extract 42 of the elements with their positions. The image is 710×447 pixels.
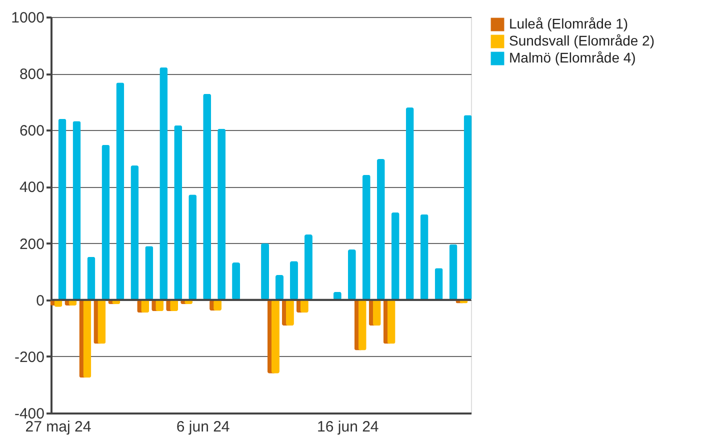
bar <box>376 158 385 300</box>
bar <box>362 174 370 300</box>
bar <box>348 250 356 300</box>
y-tick-label: -200 <box>14 348 44 366</box>
bar <box>102 144 110 300</box>
bar <box>449 244 458 300</box>
bar <box>358 300 366 350</box>
bar <box>188 194 197 300</box>
bar <box>58 118 66 300</box>
bar <box>406 108 414 300</box>
y-tick-label: 400 <box>19 179 44 196</box>
y-tick-label: 200 <box>19 236 44 253</box>
bar <box>261 243 270 300</box>
bar <box>290 261 298 300</box>
bar <box>83 300 92 378</box>
y-tick-label: 600 <box>19 122 44 140</box>
bar <box>98 300 106 344</box>
bar <box>464 115 472 300</box>
y-tick-label: 1000 <box>11 10 44 26</box>
legend-label: Luleå (Elområde 1) <box>509 16 628 32</box>
bar <box>130 166 139 300</box>
bar <box>304 234 312 300</box>
bar <box>72 121 81 300</box>
bar <box>271 300 280 374</box>
bar <box>420 214 428 300</box>
bar <box>145 246 154 300</box>
bar <box>174 125 182 300</box>
y-tick-label: 0 <box>36 292 44 310</box>
bar <box>218 128 226 300</box>
y-tick-label: 800 <box>19 66 44 84</box>
x-tick-label: 6 jun 24 <box>176 418 230 436</box>
legend-label: Malmö (Elområde 4) <box>509 50 636 66</box>
bar <box>203 94 212 300</box>
bar <box>232 262 240 300</box>
bar <box>434 268 443 300</box>
bar <box>391 212 400 300</box>
legend-label: Sundsvall (Elområde 2) <box>509 32 655 48</box>
bar <box>160 67 168 300</box>
bar <box>116 82 124 300</box>
bar <box>87 256 96 300</box>
x-tick-label: 16 jun 24 <box>317 418 379 436</box>
bar <box>387 300 396 344</box>
